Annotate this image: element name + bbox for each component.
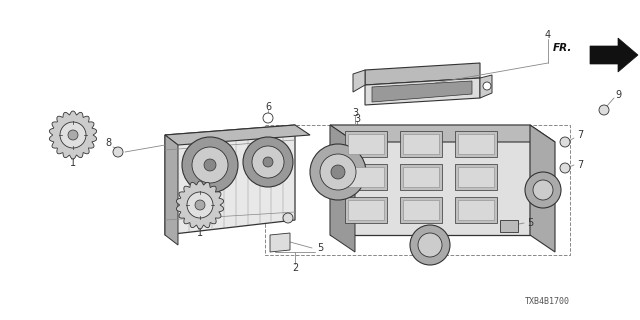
Circle shape (243, 137, 293, 187)
Bar (455, 131, 497, 157)
Polygon shape (270, 233, 290, 252)
Polygon shape (330, 125, 530, 235)
Circle shape (310, 144, 366, 200)
Bar (400, 197, 442, 223)
Circle shape (410, 225, 450, 265)
Text: 2: 2 (292, 263, 298, 273)
Text: 1: 1 (70, 158, 76, 168)
Circle shape (187, 192, 213, 218)
Bar (458, 200, 494, 220)
Polygon shape (480, 75, 492, 98)
Polygon shape (530, 125, 555, 252)
Text: TXB4B1700: TXB4B1700 (525, 297, 570, 306)
Bar (345, 131, 387, 157)
Polygon shape (49, 111, 97, 159)
Text: 6: 6 (265, 102, 271, 112)
Polygon shape (372, 81, 472, 102)
Text: 5: 5 (317, 243, 323, 253)
Circle shape (263, 113, 273, 123)
Bar (348, 134, 384, 154)
Polygon shape (365, 63, 480, 85)
Text: 1: 1 (197, 228, 203, 238)
Polygon shape (330, 125, 355, 252)
Circle shape (182, 137, 238, 193)
Polygon shape (353, 70, 365, 92)
Circle shape (60, 122, 86, 148)
Circle shape (331, 165, 345, 179)
Bar (455, 164, 497, 190)
Polygon shape (165, 125, 295, 235)
Text: 7: 7 (577, 130, 583, 140)
Text: 9: 9 (615, 90, 621, 100)
Bar (455, 197, 497, 223)
Bar (400, 131, 442, 157)
Circle shape (483, 82, 491, 90)
Bar (345, 164, 387, 190)
Bar (403, 134, 439, 154)
Polygon shape (590, 38, 638, 72)
Circle shape (560, 137, 570, 147)
Circle shape (533, 180, 553, 200)
Text: 8: 8 (105, 138, 111, 148)
Circle shape (263, 157, 273, 167)
Circle shape (68, 130, 78, 140)
Text: 5: 5 (527, 218, 533, 228)
Circle shape (204, 159, 216, 171)
Circle shape (560, 163, 570, 173)
Bar (348, 167, 384, 187)
Circle shape (113, 147, 123, 157)
Bar (458, 167, 494, 187)
Circle shape (252, 146, 284, 178)
Polygon shape (177, 181, 223, 229)
Polygon shape (330, 125, 555, 142)
Circle shape (525, 172, 561, 208)
Bar (348, 200, 384, 220)
Text: 3: 3 (354, 114, 360, 124)
Circle shape (599, 105, 609, 115)
Bar (500, 220, 518, 232)
Circle shape (195, 200, 205, 210)
Text: 3: 3 (352, 108, 358, 118)
Bar (458, 134, 494, 154)
Text: 4: 4 (545, 30, 551, 40)
Bar (403, 200, 439, 220)
Circle shape (283, 213, 293, 223)
Bar (345, 197, 387, 223)
Text: FR.: FR. (552, 43, 572, 53)
Bar (400, 164, 442, 190)
Circle shape (192, 147, 228, 183)
Polygon shape (165, 135, 178, 245)
Polygon shape (165, 125, 310, 145)
Polygon shape (365, 78, 480, 105)
Circle shape (320, 154, 356, 190)
Circle shape (418, 233, 442, 257)
Bar (403, 167, 439, 187)
Text: 7: 7 (577, 160, 583, 170)
